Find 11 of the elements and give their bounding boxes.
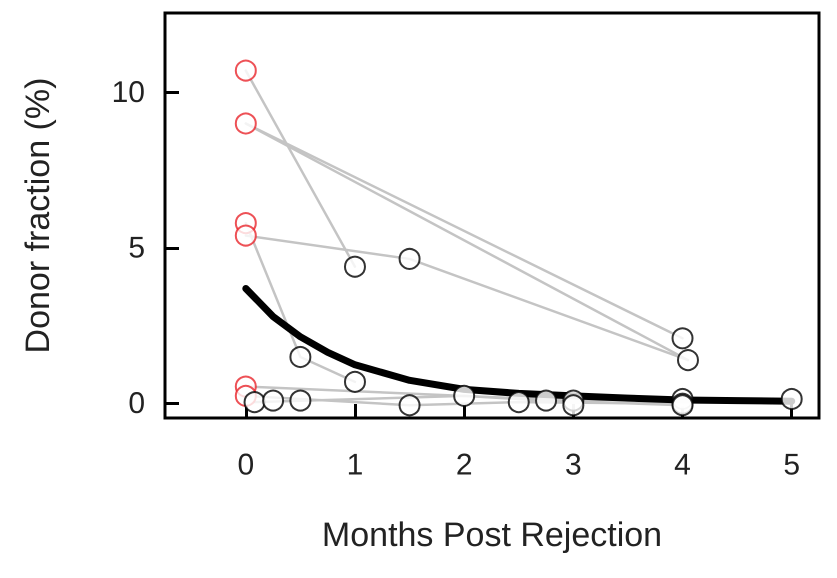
x-axis-title: Months Post Rejection (322, 516, 662, 554)
x-tick-label: 0 (237, 448, 254, 482)
x-tick-label: 4 (674, 448, 691, 482)
y-axis-title: Donor fraction (%) (19, 78, 57, 354)
x-tick-label: 5 (783, 448, 800, 482)
y-tick-label: 10 (112, 76, 145, 109)
x-tick-label: 3 (564, 448, 582, 482)
x-tick-label: 1 (346, 448, 364, 482)
y-tick-label: 5 (128, 232, 145, 265)
x-tick-label: 2 (456, 448, 472, 482)
y-tick-label: 0 (128, 387, 145, 420)
